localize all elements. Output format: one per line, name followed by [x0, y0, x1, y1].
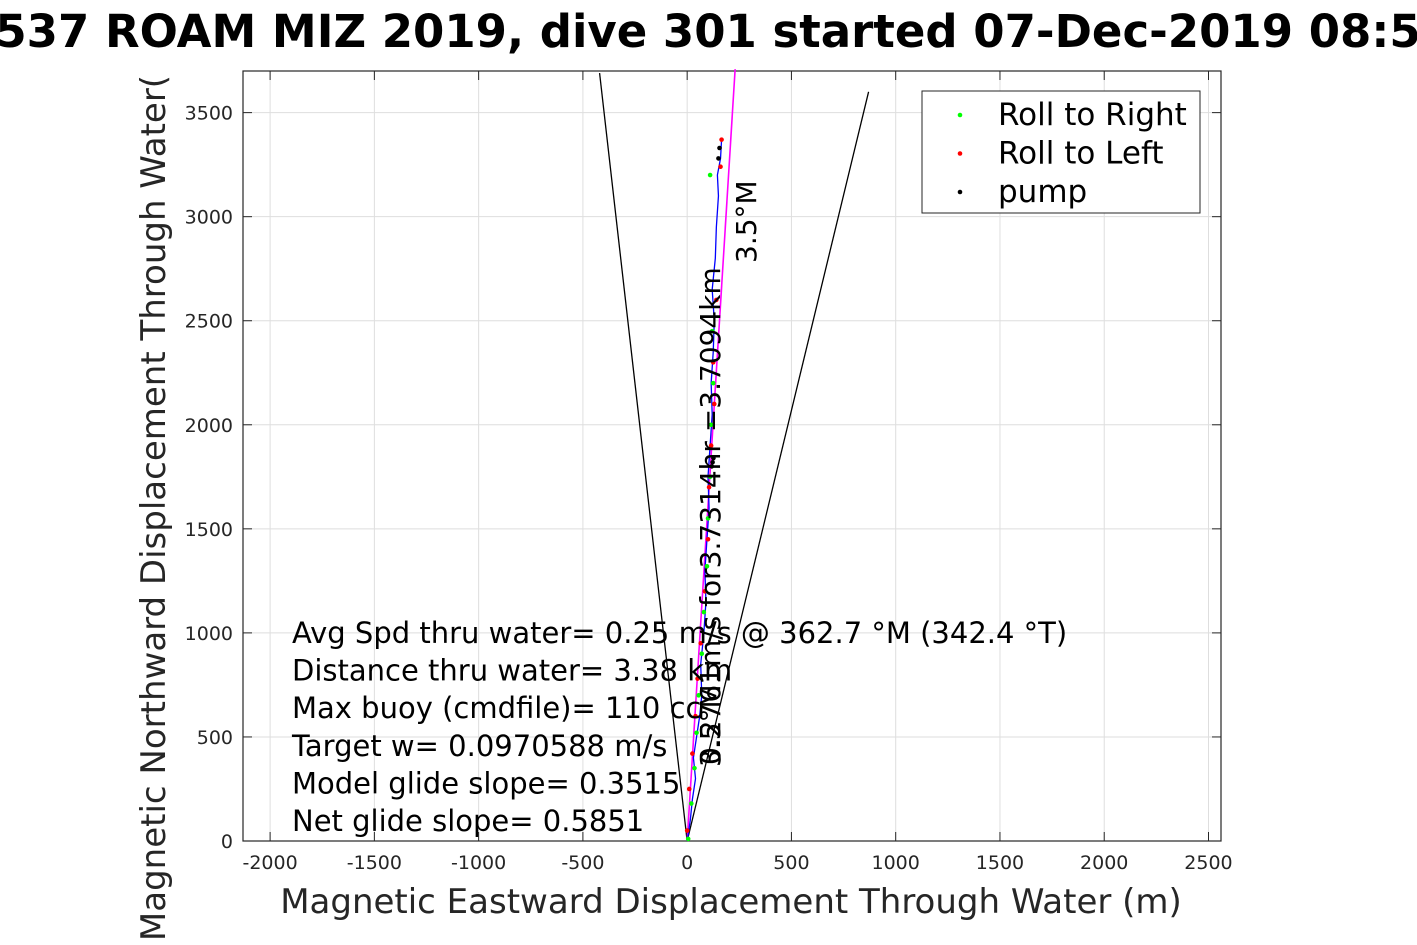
- heading-annotation-top: 3.5°M: [730, 180, 763, 263]
- y-tick-label: 1000: [185, 623, 233, 645]
- roll-right-point: [701, 609, 707, 615]
- roll-right-point: [685, 836, 691, 842]
- cone-line-right: [686, 91, 870, 842]
- y-tick-label: 1500: [185, 519, 233, 541]
- roll-left-point: [714, 297, 719, 303]
- stats-line: Max buoy (cmdfile)= 110 cc: [292, 691, 701, 725]
- stats-annotation: Avg Spd thru water= 0.25 m/s @ 362.7 °M …: [291, 616, 1067, 838]
- legend-marker: [957, 151, 963, 156]
- roll-left-point: [719, 137, 724, 142]
- plot-axes-frame: [242, 70, 1222, 842]
- data-points: [684, 137, 724, 842]
- speed-distance-annotation: 0.2761m/s for3.7314hr =3.7094km: [694, 267, 727, 765]
- y-tick-label: 3000: [185, 207, 233, 229]
- legend-box: [921, 90, 1201, 214]
- y-tick-label: 2000: [185, 415, 233, 437]
- x-tick-label: -2000: [242, 852, 297, 874]
- guide-lines: [598, 69, 870, 842]
- track-line: [686, 139, 723, 842]
- x-tick-label: 0: [681, 852, 693, 874]
- roll-left-point: [693, 713, 698, 719]
- roll-right-point: [710, 380, 716, 386]
- roll-left-point: [718, 164, 723, 170]
- cone-line-left: [598, 73, 688, 842]
- x-tick-label: -500: [561, 852, 604, 874]
- roll-right-point: [709, 328, 715, 334]
- roll-left-point: [705, 536, 711, 542]
- roll-left-point: [690, 751, 695, 756]
- dive-track: [686, 139, 723, 842]
- x-tick-label: 1500: [976, 852, 1024, 874]
- pump-point: [717, 145, 722, 151]
- heading-annotation-mid: 3.5°M: [694, 684, 727, 767]
- stats-line: Net glide slope= 0.5851: [292, 804, 644, 838]
- pump-point: [709, 464, 715, 469]
- legend-entry-label: Roll to Left: [998, 136, 1164, 172]
- roll-left-point: [706, 484, 712, 490]
- pump-point: [716, 156, 721, 161]
- roll-left-point: [686, 786, 692, 792]
- stats-line: Target w= 0.0970588 m/s: [291, 729, 667, 763]
- roll-left-point: [684, 828, 690, 833]
- chart-title: 537 ROAM MIZ 2019, dive 301 started 07-D…: [0, 5, 1417, 58]
- x-tick-labels: -2000 -1500 -1000 -500 0 500 1000 1500 2000 2500: [242, 852, 1232, 874]
- roll-left-point: [708, 443, 714, 448]
- x-tick-label: 2000: [1080, 852, 1128, 874]
- y-tick-label: 3500: [185, 103, 233, 125]
- stats-line: Distance thru water= 3.38 km: [292, 654, 732, 688]
- x-axis-label: Magnetic Eastward Displacement Through W…: [280, 882, 1182, 922]
- y-axis-label: Magnetic Northward Displacement Through …: [134, 75, 174, 941]
- roll-right-point: [704, 563, 710, 569]
- pump-point: [710, 459, 715, 465]
- legend-entry-label: pump: [998, 174, 1087, 210]
- pump-point: [711, 455, 716, 461]
- y-tick-label: 500: [197, 727, 233, 749]
- x-tick-label: -1000: [451, 852, 506, 874]
- stats-line: Avg Spd thru water= 0.25 m/s @ 362.7 °M …: [292, 616, 1067, 650]
- y-tick-labels: 0 500 1000 1500 2000 2500 3000 3500: [185, 103, 233, 853]
- x-tick-label: 2500: [1184, 852, 1232, 874]
- y-tick-label: 2500: [185, 311, 233, 333]
- roll-left-point: [710, 360, 716, 365]
- roll-right-point: [694, 730, 699, 736]
- roll-right-point: [699, 651, 705, 657]
- roll-right-point: [696, 693, 701, 698]
- heading-line: [686, 69, 736, 842]
- roll-right-point: [705, 516, 711, 521]
- x-tick-label: 500: [773, 852, 809, 874]
- roll-right-point: [692, 765, 697, 771]
- y-tick-label: 0: [221, 831, 233, 853]
- x-tick-label: 1000: [872, 852, 920, 874]
- roll-left-point: [698, 640, 704, 646]
- roll-left-point: [711, 401, 717, 407]
- roll-right-point: [707, 172, 713, 178]
- legend-marker: [957, 189, 963, 195]
- x-tick-label: -1500: [347, 852, 402, 874]
- legend-marker: [957, 112, 963, 118]
- roll-right-point: [689, 801, 694, 806]
- stats-line: Model glide slope= 0.3515: [292, 766, 680, 800]
- legend-entry-label: Roll to Right: [998, 97, 1187, 133]
- roll-left-point: [702, 588, 708, 594]
- roll-left-point: [695, 676, 700, 681]
- roll-right-point: [707, 474, 713, 480]
- plot-frame: [242, 70, 1222, 842]
- roll-right-point: [708, 422, 714, 428]
